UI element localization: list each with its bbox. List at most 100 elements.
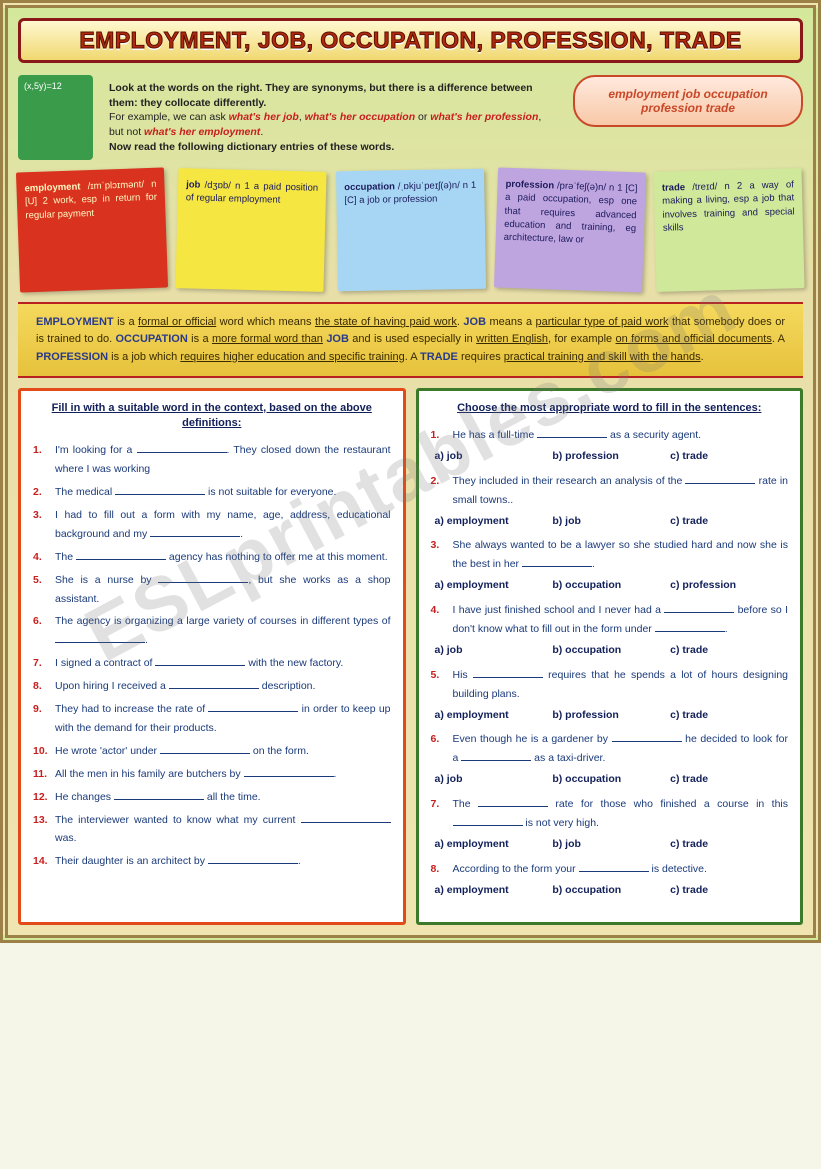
fill-blank[interactable]: [579, 871, 649, 872]
card-occupation: occupation /ˌɒkjuˈpeɪʃ(ə)n/ n 1 [C] a jo…: [335, 169, 485, 292]
answer-option[interactable]: a) employment: [435, 512, 553, 531]
answer-option[interactable]: a) employment: [435, 835, 553, 854]
exercise1-item: 10.He wrote 'actor' under on the form.: [33, 742, 391, 761]
fill-blank[interactable]: [244, 776, 334, 777]
fill-blank[interactable]: [473, 677, 543, 678]
answer-option[interactable]: a) job: [435, 770, 553, 789]
intro-ex1: what's her job: [229, 111, 299, 123]
answer-option[interactable]: a) job: [435, 447, 553, 466]
answer-options: a) jobb) occupationc) trade: [431, 770, 789, 789]
item-number: 7.: [431, 795, 440, 814]
exercise1-item: 9.They had to increase the rate of in or…: [33, 700, 391, 738]
fill-blank[interactable]: [169, 688, 259, 689]
fill-blank[interactable]: [612, 741, 682, 742]
intro-text: Look at the words on the right. They are…: [105, 75, 561, 160]
fill-blank[interactable]: [76, 559, 166, 560]
exercise2-item: 6.Even though he is a gardener by he dec…: [431, 730, 789, 768]
answer-option[interactable]: c) trade: [670, 447, 788, 466]
answer-option[interactable]: b) profession: [552, 706, 670, 725]
intro-not: what's her employment: [144, 126, 260, 138]
answer-option[interactable]: b) job: [552, 512, 670, 531]
exercise1-item: 3.I had to fill out a form with my name,…: [33, 506, 391, 544]
fill-blank[interactable]: [160, 753, 250, 754]
answer-option[interactable]: b) job: [552, 835, 670, 854]
fill-blank[interactable]: [655, 631, 725, 632]
fill-blank[interactable]: [158, 582, 248, 583]
exercise-fill-in: Fill in with a suitable word in the cont…: [18, 388, 406, 925]
answer-option[interactable]: a) job: [435, 641, 553, 660]
answer-option[interactable]: c) trade: [670, 881, 788, 900]
fill-blank[interactable]: [114, 799, 204, 800]
item-number: 12.: [33, 788, 53, 807]
fill-blank[interactable]: [461, 760, 531, 761]
answer-option[interactable]: b) occupation: [552, 881, 670, 900]
term-job: JOB: [463, 316, 486, 328]
term-employment: EMPLOYMENT: [36, 316, 114, 328]
answer-option[interactable]: c) trade: [670, 641, 788, 660]
worksheet-page: EMPLOYMENT, JOB, OCCUPATION, PROFESSION,…: [0, 0, 821, 943]
card-headword: occupation: [344, 182, 395, 194]
answer-option[interactable]: a) employment: [435, 706, 553, 725]
exercise1-item: 5.She is a nurse by , but she works as a…: [33, 571, 391, 609]
card-employment: employment /ɪmˈplɔɪmənt/ n [U] 2 work, e…: [16, 168, 168, 293]
exercise1-heading: Fill in with a suitable word in the cont…: [33, 401, 391, 432]
item-number: 4.: [33, 548, 53, 567]
answer-option[interactable]: c) trade: [670, 835, 788, 854]
item-number: 14.: [33, 852, 53, 871]
intro-line2-prefix: For example, we can ask: [109, 111, 229, 123]
fill-blank[interactable]: [208, 711, 298, 712]
item-number: 9.: [33, 700, 53, 719]
fill-blank[interactable]: [150, 536, 240, 537]
exercise-multiple-choice: Choose the most appropriate word to fill…: [416, 388, 804, 925]
card-body: /dʒɒb/ n 1 a paid position of regular em…: [186, 180, 319, 206]
answer-option[interactable]: b) occupation: [552, 641, 670, 660]
answer-option[interactable]: b) occupation: [552, 576, 670, 595]
exercise2-item: 2.They included in their research an ana…: [431, 472, 789, 510]
card-headword: employment: [24, 182, 80, 195]
answer-option[interactable]: b) occupation: [552, 770, 670, 789]
card-job: job /dʒɒb/ n 1 a paid position of regula…: [176, 169, 327, 293]
answer-option[interactable]: c) profession: [670, 576, 788, 595]
card-profession: profession /prəˈfeʃ(ə)n/ n 1 [C] a paid …: [494, 168, 646, 293]
fill-blank[interactable]: [115, 494, 205, 495]
exercise1-item: 2.The medical is not suitable for everyo…: [33, 483, 391, 502]
answer-option[interactable]: a) employment: [435, 576, 553, 595]
term-profession: PROFESSION: [36, 351, 108, 363]
fill-blank[interactable]: [664, 612, 734, 613]
answer-option[interactable]: c) trade: [670, 706, 788, 725]
term-occupation: OCCUPATION: [116, 333, 188, 345]
fill-blank[interactable]: [685, 483, 755, 484]
exercise1-item: 8.Upon hiring I received a description.: [33, 677, 391, 696]
fill-blank[interactable]: [208, 863, 298, 864]
fill-blank[interactable]: [478, 806, 548, 807]
exercise1-item: 11.All the men in his family are butcher…: [33, 765, 391, 784]
fill-blank[interactable]: [55, 642, 145, 643]
fill-blank[interactable]: [155, 665, 245, 666]
item-number: 13.: [33, 811, 53, 830]
item-number: 5.: [431, 666, 440, 685]
answer-options: a) employmentb) jobc) trade: [431, 835, 789, 854]
fill-blank[interactable]: [453, 825, 523, 826]
answer-option[interactable]: c) trade: [670, 512, 788, 531]
title-banner: EMPLOYMENT, JOB, OCCUPATION, PROFESSION,…: [18, 18, 803, 63]
item-number: 8.: [431, 860, 440, 879]
def-phrase: particular type of paid work: [536, 316, 669, 328]
card-trade: trade /treɪd/ n 2 a way of making a livi…: [653, 169, 804, 293]
fill-blank[interactable]: [301, 822, 391, 823]
answer-options: a) employmentb) professionc) trade: [431, 706, 789, 725]
exercises-row: Fill in with a suitable word in the cont…: [18, 388, 803, 925]
card-headword: profession: [505, 179, 554, 192]
fill-blank[interactable]: [522, 566, 592, 567]
item-number: 2.: [33, 483, 53, 502]
fill-blank[interactable]: [537, 437, 607, 438]
answer-options: a) jobb) professionc) trade: [431, 447, 789, 466]
exercise1-item: 14.Their daughter is an architect by .: [33, 852, 391, 871]
exercise2-item: 3.She always wanted to be a lawyer so sh…: [431, 536, 789, 574]
fill-blank[interactable]: [137, 452, 227, 453]
answer-option[interactable]: b) profession: [552, 447, 670, 466]
synonym-box: employment job occupation profession tra…: [573, 75, 803, 127]
answer-option[interactable]: a) employment: [435, 881, 553, 900]
explanation-box: EMPLOYMENT is a formal or official word …: [18, 302, 803, 377]
answer-option[interactable]: c) trade: [670, 770, 788, 789]
answer-options: a) jobb) occupationc) trade: [431, 641, 789, 660]
